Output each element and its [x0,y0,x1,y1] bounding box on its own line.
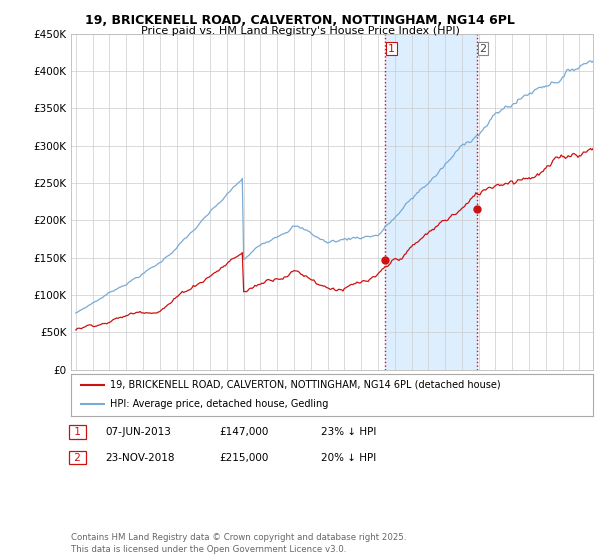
Text: 2: 2 [479,44,487,54]
Text: Price paid vs. HM Land Registry's House Price Index (HPI): Price paid vs. HM Land Registry's House … [140,26,460,36]
Text: 19, BRICKENELL ROAD, CALVERTON, NOTTINGHAM, NG14 6PL: 19, BRICKENELL ROAD, CALVERTON, NOTTINGH… [85,14,515,27]
Text: 07-JUN-2013: 07-JUN-2013 [105,427,171,437]
Text: HPI: Average price, detached house, Gedling: HPI: Average price, detached house, Gedl… [110,399,328,409]
Text: 1: 1 [388,44,395,54]
Text: 19, BRICKENELL ROAD, CALVERTON, NOTTINGHAM, NG14 6PL (detached house): 19, BRICKENELL ROAD, CALVERTON, NOTTINGH… [110,380,500,390]
Text: 2: 2 [71,452,84,463]
Text: 20% ↓ HPI: 20% ↓ HPI [321,452,376,463]
Text: Contains HM Land Registry data © Crown copyright and database right 2025.
This d: Contains HM Land Registry data © Crown c… [71,533,406,554]
Text: 23-NOV-2018: 23-NOV-2018 [105,452,175,463]
Bar [385,34,477,370]
Text: 1: 1 [71,427,84,437]
Text: 23% ↓ HPI: 23% ↓ HPI [321,427,376,437]
Text: £215,000: £215,000 [219,452,268,463]
Text: £147,000: £147,000 [219,427,268,437]
